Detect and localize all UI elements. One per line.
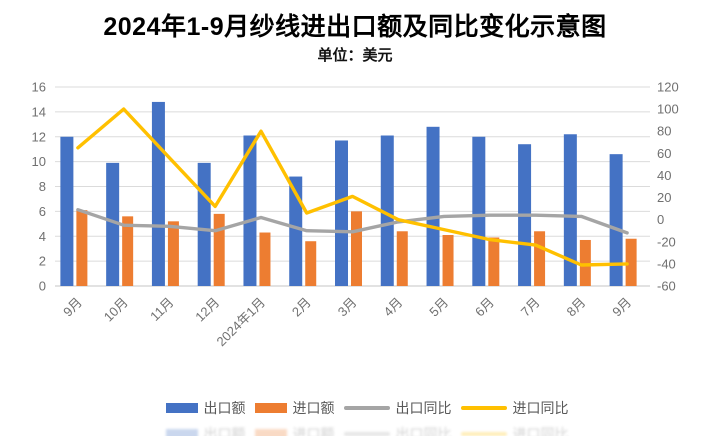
x-axis-label: 2月: [289, 295, 314, 320]
x-axis-label: 9月: [60, 295, 85, 320]
chart-legend-ghost-artifact: 出口额 进口额 出口同比 进口同比: [12, 427, 710, 436]
y-axis-label-right: 0: [657, 212, 664, 227]
export-bar: [472, 136, 486, 286]
import-bar: [534, 231, 546, 286]
x-axis-label: 9月: [609, 295, 634, 320]
y-axis-label-right: -60: [657, 279, 676, 294]
y-axis-label-right: 20: [657, 190, 671, 205]
import-bar: [488, 237, 500, 286]
x-axis-label: 12月: [192, 295, 222, 325]
import-bar: [76, 210, 88, 286]
legend-label-export-yoy-ghost: 出口同比: [395, 426, 452, 436]
chart-subtitle: 单位：美元: [317, 47, 393, 64]
x-axis-label: 4月: [380, 295, 405, 320]
y-axis-label-left: 8: [39, 179, 46, 194]
x-axis-label: 2024年1月: [214, 295, 269, 350]
export-bar: [335, 140, 348, 286]
y-axis-label-left: 14: [32, 104, 46, 119]
legend-item-export-yoy-ghost: 出口同比: [343, 426, 452, 436]
import-bar: [167, 221, 179, 286]
import-bar: [259, 232, 271, 286]
legend-item-import: 进口额: [254, 400, 335, 416]
import-bar: [213, 213, 225, 286]
export-bar: [106, 162, 120, 286]
legend-label-import-yoy: 进口同比: [512, 400, 569, 416]
import-bar: [396, 231, 408, 286]
export-bar: [289, 176, 303, 286]
y-axis-label-right: 100: [657, 102, 679, 117]
x-axis-label: 5月: [426, 295, 451, 320]
legend-item-import-yoy-ghost: 进口同比: [460, 426, 569, 436]
y-axis-label-right: -40: [657, 256, 676, 271]
import-bar: [305, 241, 317, 286]
x-axis-label: 7月: [518, 295, 543, 320]
legend-line-import-yoy-icon-ghost: [460, 432, 507, 436]
import-bar: [579, 239, 591, 286]
x-axis-label: 8月: [564, 295, 589, 320]
import-yoy-line: [76, 107, 629, 267]
legend-item-export-yoy: 出口同比: [343, 400, 452, 416]
legend-item-export-ghost: 出口额: [165, 426, 246, 436]
y-axis-label-left: 16: [32, 80, 46, 95]
y-axis-label-left: 6: [39, 204, 46, 219]
legend-label-export: 出口额: [203, 400, 246, 416]
import-bar: [122, 216, 134, 286]
export-bar: [563, 134, 577, 286]
y-axis-label-right: 60: [657, 146, 671, 161]
legend-item-import-ghost: 进口额: [254, 426, 335, 436]
legend-swatch-export-icon: [165, 403, 198, 413]
legend-line-import-yoy-icon: [460, 406, 507, 410]
x-axis-label: 6月: [472, 295, 497, 320]
export-bar: [426, 126, 440, 286]
y-axis-label-left: 12: [32, 129, 46, 144]
y-axis-label-left: 2: [39, 254, 46, 269]
x-axis-label: 10月: [101, 295, 131, 325]
export-bar: [151, 101, 165, 286]
chart-title: 2024年1-9月纱线进出口额及同比变化示意图: [103, 13, 607, 41]
x-axis-label: 3月: [335, 295, 360, 320]
y-axis-label-right: 40: [657, 168, 671, 183]
y-axis-label-left: 4: [39, 229, 46, 244]
legend-line-export-yoy-icon: [343, 406, 390, 410]
legend-item-export: 出口额: [165, 400, 246, 416]
export-bar: [60, 136, 74, 286]
y-axis-label-right: -20: [657, 234, 676, 249]
export-yoy-line: [76, 207, 629, 235]
y-axis-label-right: 80: [657, 124, 671, 139]
y-axis-label-right: 120: [657, 80, 679, 95]
export-bar: [243, 135, 257, 286]
import-bar: [442, 235, 454, 286]
import-bar: [351, 211, 362, 286]
import-bar: [625, 238, 637, 286]
legend-label-import-yoy-ghost: 进口同比: [512, 426, 569, 436]
chart-legend: 出口额 进口额 出口同比 进口同比: [12, 401, 710, 415]
y-axis-label-left: 0: [39, 279, 46, 294]
legend-item-import-yoy: 进口同比: [460, 400, 569, 416]
x-axis-label: 11月: [147, 295, 176, 324]
legend-swatch-export-icon-ghost: [165, 429, 198, 436]
legend-label-export-yoy: 出口同比: [395, 400, 452, 416]
legend-label-import-ghost: 进口额: [292, 426, 335, 436]
legend-swatch-import-icon-ghost: [254, 429, 287, 436]
legend-line-export-yoy-icon-ghost: [343, 432, 390, 436]
y-axis-label-left: 10: [32, 154, 46, 169]
legend-label-export-ghost: 出口额: [203, 426, 246, 436]
export-bar: [609, 154, 623, 286]
legend-swatch-import-icon: [254, 403, 287, 413]
export-bar: [197, 162, 211, 286]
legend-label-import: 进口额: [292, 400, 335, 416]
export-bar: [380, 135, 394, 286]
